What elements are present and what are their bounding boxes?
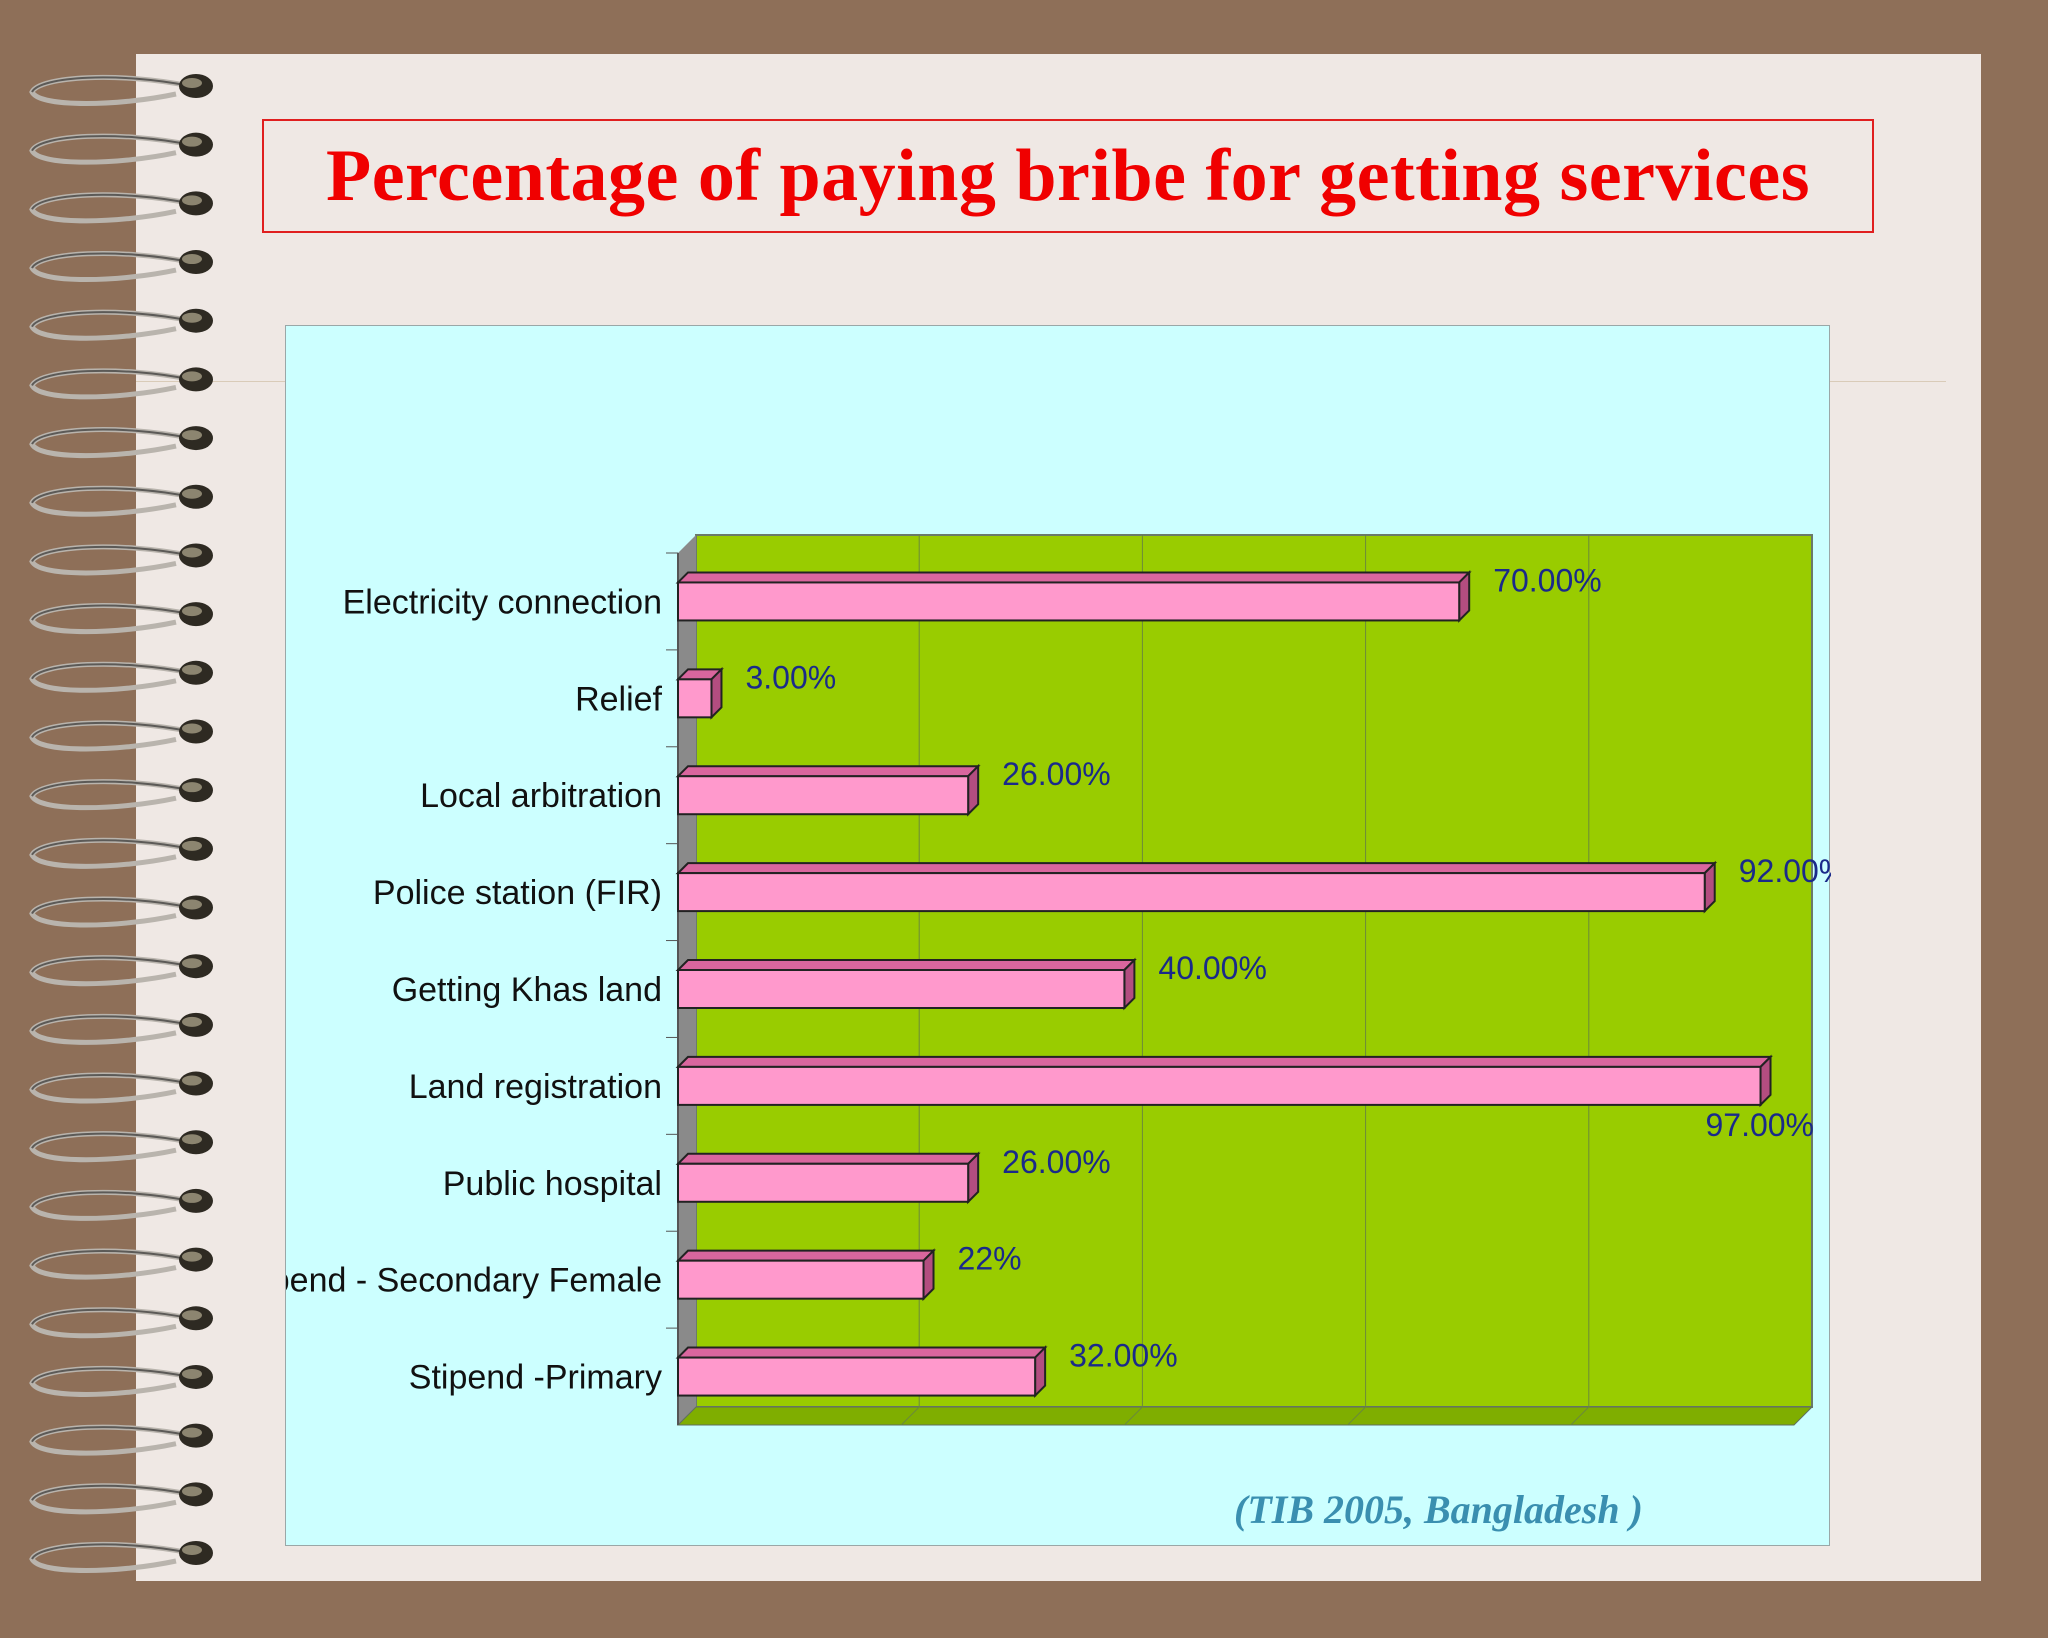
bar-side	[1458, 570, 1471, 623]
bar-side	[967, 1151, 980, 1205]
bar-top	[675, 1249, 936, 1262]
spiral-ring	[29, 895, 213, 928]
gridline-floor	[900, 1406, 920, 1426]
bar	[677, 678, 713, 719]
bar	[677, 872, 1706, 913]
gridline-floor	[1347, 1406, 1366, 1426]
spiral-ring	[29, 543, 213, 576]
bar-top	[675, 1346, 1048, 1359]
data-label: 26.00%	[1002, 756, 1111, 792]
spiral-ring	[29, 484, 213, 517]
spiral-ring	[29, 1541, 213, 1573]
source-note: (TIB 2005, Bangladesh )	[1234, 1487, 1643, 1532]
bar-top	[675, 1152, 981, 1165]
spiral-ring	[29, 74, 213, 106]
spiral-ring	[29, 1247, 213, 1280]
gridline-floor	[1124, 1406, 1143, 1426]
bar	[677, 1356, 1037, 1397]
data-label: 32.00%	[1069, 1338, 1178, 1374]
category-label: Relief	[575, 680, 662, 718]
data-label: 97.00%	[1705, 1107, 1814, 1143]
category-label: Local arbitration	[420, 777, 662, 815]
bar	[677, 1259, 925, 1300]
bar-top	[675, 862, 1718, 875]
data-label: 3.00%	[745, 659, 836, 695]
bar	[677, 775, 970, 816]
bar-chart: Electricity connection 70.00% Relief 3.00% L…	[286, 534, 1831, 1426]
bar-side	[1703, 860, 1716, 914]
data-label: 40.00%	[1158, 950, 1267, 986]
spiral-ring	[29, 1130, 213, 1163]
bar-top	[675, 765, 981, 778]
category-label: Land registration	[409, 1068, 662, 1106]
spiral-ring	[29, 1306, 213, 1339]
category-label: Electricity connection	[343, 583, 662, 621]
spiral-ring	[29, 1364, 213, 1397]
category-label: Getting Khas land	[392, 971, 662, 1009]
gridline-floor	[1570, 1406, 1590, 1426]
chart-panel: Electricity connection 70.00% Relief 3.00% L…	[285, 325, 1831, 1546]
spiral-ring	[29, 954, 213, 987]
spiral-ring	[29, 778, 213, 811]
data-label: 92.00%	[1739, 853, 1831, 889]
data-label: 70.00%	[1493, 562, 1602, 598]
bar-side	[1123, 957, 1136, 1011]
bar	[677, 581, 1461, 622]
spiral-ring	[29, 132, 213, 165]
spiral-ring	[29, 1012, 213, 1045]
spiral-ring	[29, 719, 213, 752]
spiral-ring	[29, 1423, 213, 1456]
bar-side	[710, 666, 723, 720]
spiral-ring	[29, 308, 213, 341]
bar-side	[1034, 1345, 1047, 1398]
bar-side	[922, 1248, 935, 1302]
bar	[677, 1162, 970, 1203]
bar-top	[675, 1055, 1773, 1068]
data-label: 26.00%	[1002, 1144, 1111, 1180]
spiral-ring	[29, 1071, 213, 1104]
bar	[677, 1065, 1762, 1106]
bar-side	[1759, 1054, 1772, 1108]
bar-top	[675, 959, 1137, 971]
page-title: Percentage of paying bribe for getting s…	[326, 134, 1810, 217]
spiral-ring	[29, 1482, 213, 1515]
data-label: 22%	[958, 1241, 1022, 1277]
spiral-ring	[29, 250, 213, 282]
category-label: Public hospital	[443, 1165, 662, 1203]
bar	[677, 969, 1126, 1009]
bar-top	[675, 571, 1472, 584]
spiral-ring	[29, 836, 213, 869]
spiral-ring	[29, 191, 213, 224]
plot-floor	[676, 1406, 1814, 1426]
category-label: Police station (FIR)	[373, 874, 662, 912]
spiral-ring	[29, 602, 213, 635]
category-label: Stipend - Secondary Female	[286, 1262, 662, 1300]
spiral-ring	[29, 426, 213, 459]
category-label: Stipend -Primary	[409, 1359, 662, 1397]
spiral-ring	[29, 660, 213, 693]
spiral-binding	[29, 74, 213, 1573]
spiral-ring	[29, 1188, 213, 1221]
bar-side	[967, 763, 980, 817]
spiral-ring	[29, 367, 213, 400]
title-box: Percentage of paying bribe for getting s…	[262, 119, 1874, 233]
notebook-page: Percentage of paying bribe for getting s…	[136, 54, 1981, 1581]
